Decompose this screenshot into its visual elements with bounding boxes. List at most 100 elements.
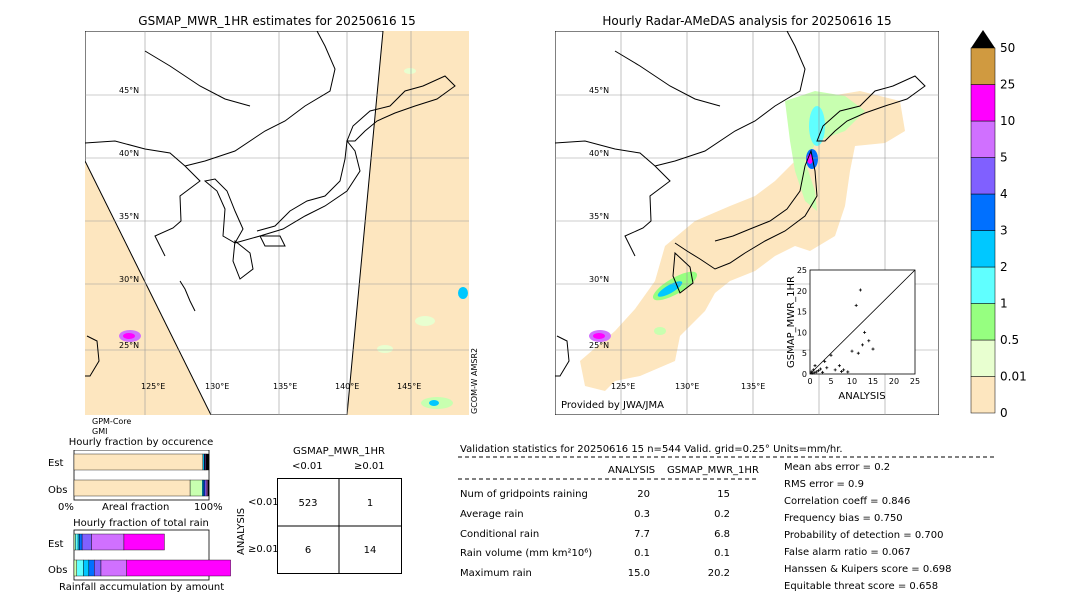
left-lon-label: 125°E bbox=[141, 382, 165, 391]
right-map: 45°N 40°N 35°N 30°N 25°N 125°E 130°E 135… bbox=[555, 31, 939, 415]
colorbar-label: 0 bbox=[1000, 406, 1008, 420]
colorbar-label: 25 bbox=[1000, 78, 1015, 92]
occurrence-tick-0: 0% bbox=[58, 502, 74, 513]
scatter-xlabel: ANALYSIS bbox=[838, 391, 885, 402]
scatter-point bbox=[856, 351, 860, 355]
colorbar-label: 50 bbox=[1000, 41, 1015, 55]
scatter-plot: 00 5 5 10 10 15 15 20 20 25 25 ANALYSIS GSMAP_MWR_… bbox=[786, 266, 920, 402]
fraction-bar-segment bbox=[100, 559, 127, 577]
validation-row-analysis: 20 bbox=[637, 489, 650, 500]
fraction-bar-segment bbox=[76, 559, 84, 577]
right-lat-label: 25°N bbox=[589, 341, 609, 350]
validation-row-gsmap: 6.8 bbox=[714, 529, 730, 540]
left-lat-label: 25°N bbox=[119, 341, 139, 350]
fraction-bar-segment bbox=[73, 479, 191, 497]
occurrence-xlabel: Areal fraction bbox=[102, 502, 169, 513]
scatter-point bbox=[814, 370, 818, 374]
validation-row-analysis: 15.0 bbox=[627, 568, 650, 579]
validation-row-gsmap: 20.2 bbox=[707, 568, 730, 579]
scatter-point bbox=[816, 369, 820, 373]
total-rain-cat-est: Est bbox=[48, 539, 64, 550]
contingency-side-label: ANALYSIS bbox=[236, 507, 247, 555]
validation-row-label: Maximum rain bbox=[460, 568, 532, 579]
contingency-title: GSMAP_MWR_1HR bbox=[293, 446, 385, 457]
fraction-bar-segment bbox=[88, 559, 95, 577]
right-rain-area bbox=[657, 281, 683, 297]
scatter-point bbox=[812, 371, 816, 375]
scatter-point bbox=[821, 370, 825, 374]
left-lon-label: 140°E bbox=[335, 382, 359, 391]
left-sensor-label-1: GPM-Core bbox=[92, 417, 132, 426]
left-swath-east bbox=[347, 31, 469, 415]
right-map-credit: Provided by JWA/JMA bbox=[561, 400, 664, 411]
validation-row-label: Num of gridpoints raining bbox=[460, 489, 588, 500]
left-graticule bbox=[85, 31, 469, 415]
fraction-bar-segment bbox=[204, 479, 207, 497]
fraction-bar-segment bbox=[77, 533, 80, 551]
right-rain-area bbox=[654, 327, 666, 335]
right-lon-label: 130°E bbox=[675, 382, 699, 391]
validation-col-gsmap: GSMAP_MWR_1HR bbox=[667, 465, 759, 476]
colorbar-segment bbox=[970, 157, 996, 195]
colorbar: 0 0.01 0.5 1 2 3 4 5 10 25 50 bbox=[970, 30, 1027, 420]
fraction-bar-segment bbox=[207, 479, 210, 497]
colorbar-segment bbox=[970, 47, 996, 85]
total-rain-cat-obs: Obs bbox=[48, 565, 67, 576]
fraction-bars: Est Obs 0% Areal fraction 100% Est Obs R… bbox=[48, 450, 231, 593]
left-sensor-label-2: GMI bbox=[92, 427, 108, 436]
validation-row-label: Rain volume (mm km²10⁶) bbox=[460, 548, 593, 559]
scatter-point bbox=[854, 303, 858, 307]
left-rain-patch bbox=[377, 345, 393, 353]
right-rain-area bbox=[809, 106, 825, 146]
scatter-point bbox=[867, 339, 871, 343]
colorbar-label: 2 bbox=[1000, 260, 1008, 274]
scatter-ytick: 10 bbox=[797, 328, 807, 337]
contingency-grid: 523 1 6 14 bbox=[277, 478, 402, 574]
fraction-bar-segment bbox=[206, 479, 208, 497]
score-bias: Frequency bias = 0.750 bbox=[784, 513, 903, 524]
left-lon-label: 145°E bbox=[397, 382, 421, 391]
right-map-title: Hourly Radar-AMeDAS analysis for 2025061… bbox=[602, 14, 892, 28]
left-lat-label: 40°N bbox=[119, 149, 139, 158]
colorbar-label: 3 bbox=[1000, 224, 1008, 238]
scatter-point bbox=[861, 343, 864, 347]
validation-row-gsmap: 0.2 bbox=[714, 509, 730, 520]
scatter-ytick: 20 bbox=[797, 287, 807, 296]
fraction-bar-segment bbox=[126, 559, 231, 577]
scatter-point bbox=[829, 353, 833, 357]
left-rain-patch bbox=[458, 287, 468, 299]
scatter-point bbox=[840, 370, 843, 374]
scatter-point bbox=[810, 371, 814, 375]
right-lon-label: 135°E bbox=[741, 382, 765, 391]
fraction-bar-segment bbox=[202, 479, 204, 497]
validation-row-label: Average rain bbox=[460, 509, 524, 520]
scatter-point bbox=[846, 370, 850, 374]
fraction-bar-segment bbox=[79, 533, 83, 551]
colorbar-segments bbox=[970, 47, 996, 414]
left-swath-east-edge bbox=[346, 31, 384, 415]
scatter-xtick: 20 bbox=[889, 377, 899, 386]
validation-table-divider bbox=[458, 478, 756, 480]
scatter-ylabel: GSMAP_MWR_1HR bbox=[786, 276, 797, 368]
right-lon-label: 125°E bbox=[611, 382, 635, 391]
left-lon-label: 135°E bbox=[273, 382, 297, 391]
validation-row-analysis: 0.1 bbox=[634, 548, 650, 559]
contingency-row-lt: <0.01 bbox=[248, 497, 279, 508]
left-rain-patch bbox=[415, 316, 435, 326]
right-lat-label: 45°N bbox=[589, 86, 609, 95]
fraction-bar-segment bbox=[83, 559, 90, 577]
left-lat-label: 45°N bbox=[119, 86, 139, 95]
colorbar-segment bbox=[970, 303, 996, 341]
scatter-point bbox=[850, 349, 854, 353]
occurrence-tick-100: 100% bbox=[194, 502, 223, 513]
fraction-bar-segment bbox=[81, 533, 92, 551]
colorbar-segment bbox=[970, 193, 996, 231]
scatter-xtick: 25 bbox=[910, 377, 920, 386]
validation-row-label: Conditional rain bbox=[460, 529, 540, 540]
colorbar-label: 1 bbox=[1000, 297, 1008, 311]
right-rain-cell bbox=[593, 333, 605, 339]
colorbar-extend-arrow bbox=[971, 30, 995, 48]
occurrence-title: Hourly fraction by occurence bbox=[68, 437, 214, 448]
fraction-bar-segment bbox=[123, 533, 165, 551]
scatter-xtick: 15 bbox=[868, 377, 878, 386]
